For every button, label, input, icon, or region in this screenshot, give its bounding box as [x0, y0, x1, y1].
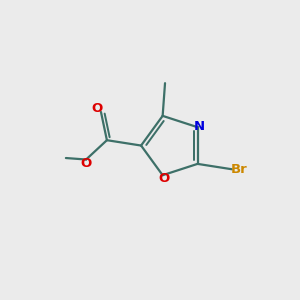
- Text: O: O: [80, 157, 91, 170]
- Text: N: N: [194, 119, 205, 133]
- Text: O: O: [158, 172, 169, 185]
- Text: Br: Br: [231, 163, 248, 176]
- Text: O: O: [92, 103, 103, 116]
